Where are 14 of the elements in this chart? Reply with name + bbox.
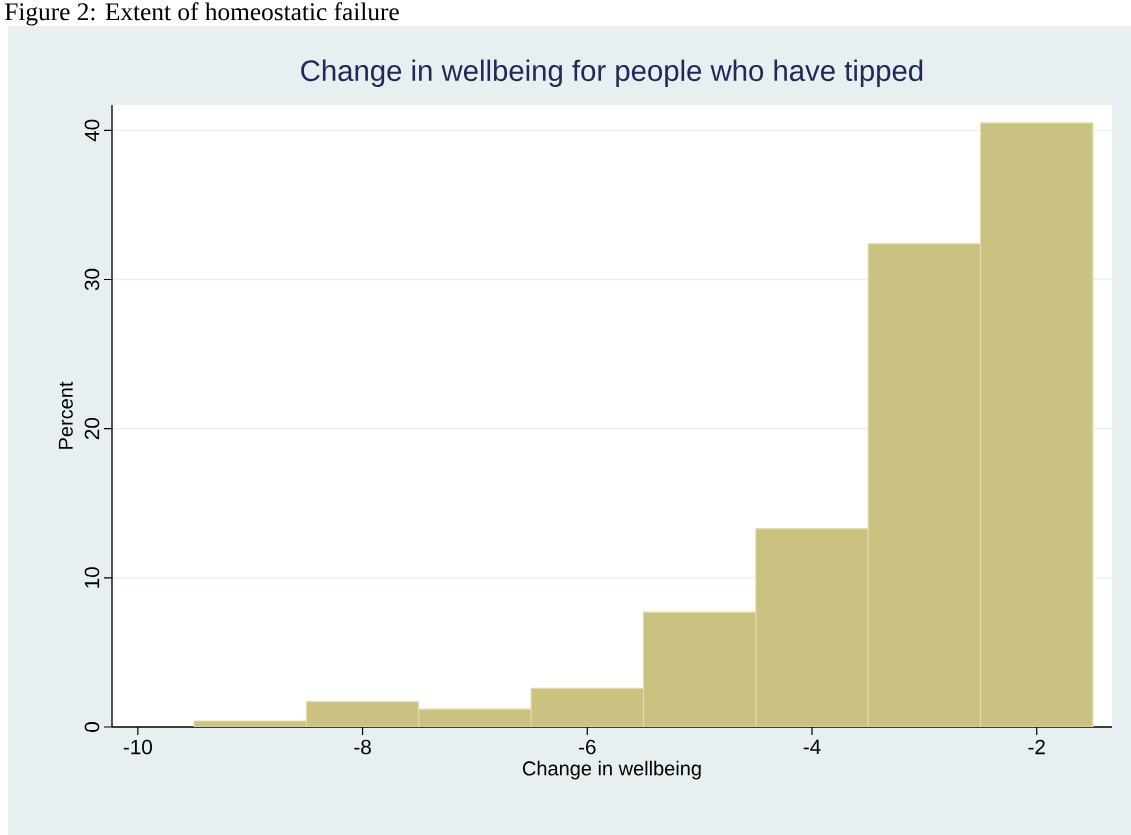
y-tick-label: 10 <box>84 567 100 588</box>
x-tick-label: -6 <box>579 739 596 755</box>
y-tick-label: 0 <box>84 722 100 732</box>
x-tick-label: -2 <box>1028 739 1045 755</box>
x-tick-label: -4 <box>803 739 821 754</box>
x-tick-label: -10 <box>123 739 152 755</box>
y-tick-label: 40 <box>84 119 100 142</box>
x-tick-label: -8 <box>354 739 371 755</box>
chart-title: Change in wellbeing for people who have tipped <box>301 59 923 87</box>
caption: Figure 2: Extent of homeostatic failure <box>5 2 399 26</box>
y-tick-label: 20 <box>84 417 100 440</box>
y-axis-title: Percent <box>58 381 73 449</box>
x-axis-title: Change in wellbeing <box>522 760 701 780</box>
y-tick-label: 30 <box>84 268 100 291</box>
